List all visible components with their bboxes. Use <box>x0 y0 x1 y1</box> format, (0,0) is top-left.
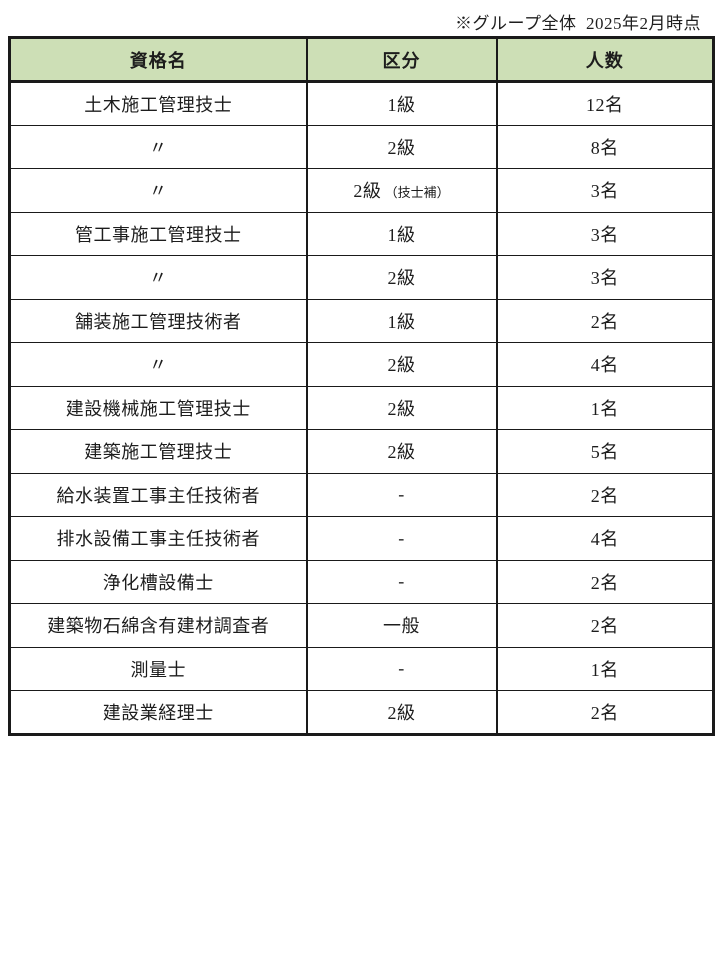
count-cell: 8名 <box>495 124 715 169</box>
count-cell: 4名 <box>495 342 715 387</box>
header-cell-division: 区分 <box>305 36 498 83</box>
table-header: 資格名 区分 人数 <box>8 36 715 83</box>
table-body: 土木施工管理技士 1級 12名 〃 2級 8名 〃 2級 （技士補） 3名 管工… <box>8 81 715 735</box>
count-cell: 2名 <box>495 603 715 648</box>
qualification-cell: 土木施工管理技士 <box>8 81 308 126</box>
qualification-cell: 〃 <box>8 342 308 387</box>
division-cell: 2級 <box>305 690 498 735</box>
table-row: 建設業経理士 2級 2名 <box>8 690 715 735</box>
division-cell: 2級 <box>305 342 498 387</box>
table-row: 土木施工管理技士 1級 12名 <box>8 81 715 126</box>
division-cell: 2級 <box>305 385 498 430</box>
division-cell: 一般 <box>305 603 498 648</box>
table-row: 排水設備工事主任技術者 - 4名 <box>8 516 715 561</box>
header-cell-qualification: 資格名 <box>8 36 308 83</box>
division-cell: - <box>305 559 498 604</box>
qualification-cell: 測量士 <box>8 646 308 691</box>
qualification-cell: 建設業経理士 <box>8 690 308 735</box>
header-cell-count: 人数 <box>495 36 715 83</box>
division-cell: - <box>305 472 498 517</box>
table-row: 〃 2級 （技士補） 3名 <box>8 168 715 213</box>
count-cell: 3名 <box>495 211 715 256</box>
division-cell: - <box>305 516 498 561</box>
count-cell: 4名 <box>495 516 715 561</box>
table-row: 建設機械施工管理技士 2級 1名 <box>8 385 715 430</box>
table-row: 浄化槽設備士 - 2名 <box>8 559 715 604</box>
division-cell: 1級 <box>305 298 498 343</box>
qualification-cell: 建築物石綿含有建材調査者 <box>8 603 308 648</box>
table-row: 〃 2級 8名 <box>8 124 715 169</box>
count-cell: 2名 <box>495 472 715 517</box>
count-cell: 2名 <box>495 559 715 604</box>
qualification-cell: 〃 <box>8 168 308 213</box>
table-row: 舗装施工管理技術者 1級 2名 <box>8 298 715 343</box>
qualification-cell: 建設機械施工管理技士 <box>8 385 308 430</box>
table-row: 給水装置工事主任技術者 - 2名 <box>8 472 715 517</box>
as-of-note: ※グループ全体 2025年2月時点 <box>455 14 701 33</box>
count-cell: 2名 <box>495 690 715 735</box>
division-note: （技士補） <box>381 185 450 201</box>
division-cell: 2級 （技士補） <box>305 168 498 213</box>
division-cell: 2級 <box>305 124 498 169</box>
count-cell: 1名 <box>495 385 715 430</box>
count-cell: 3名 <box>495 168 715 213</box>
division-cell: - <box>305 646 498 691</box>
table-row: 管工事施工管理技士 1級 3名 <box>8 211 715 256</box>
table-row: 〃 2級 3名 <box>8 255 715 300</box>
table-row: 〃 2級 4名 <box>8 342 715 387</box>
qualification-cell: 給水装置工事主任技術者 <box>8 472 308 517</box>
qualification-cell: 建築施工管理技士 <box>8 429 308 474</box>
division-cell: 1級 <box>305 81 498 126</box>
count-cell: 12名 <box>495 81 715 126</box>
qualification-cell: 舗装施工管理技術者 <box>8 298 308 343</box>
division-cell: 2級 <box>305 255 498 300</box>
count-cell: 1名 <box>495 646 715 691</box>
division-cell: 2級 <box>305 429 498 474</box>
qualification-cell: 〃 <box>8 255 308 300</box>
count-cell: 5名 <box>495 429 715 474</box>
table-row: 建築物石綿含有建材調査者 一般 2名 <box>8 603 715 648</box>
header-row: 資格名 区分 人数 <box>8 36 715 83</box>
table-row: 建築施工管理技士 2級 5名 <box>8 429 715 474</box>
qualification-cell: 排水設備工事主任技術者 <box>8 516 308 561</box>
table-row: 測量士 - 1名 <box>8 646 715 691</box>
qualification-cell: 浄化槽設備士 <box>8 559 308 604</box>
qualifications-table: 資格名 区分 人数 土木施工管理技士 1級 12名 〃 2級 8名 〃 2級 （… <box>8 36 715 736</box>
qualification-cell: 〃 <box>8 124 308 169</box>
count-cell: 3名 <box>495 255 715 300</box>
count-cell: 2名 <box>495 298 715 343</box>
division-cell: 1級 <box>305 211 498 256</box>
qualification-cell: 管工事施工管理技士 <box>8 211 308 256</box>
